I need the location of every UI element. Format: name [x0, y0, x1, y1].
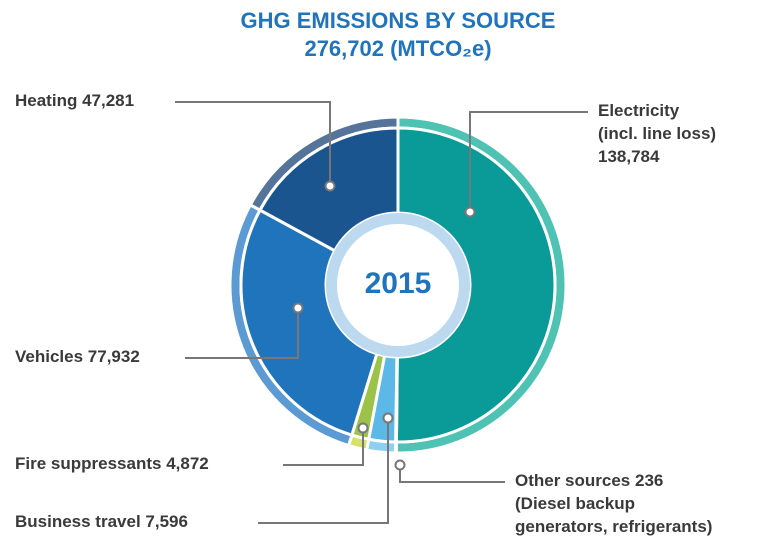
leader-dot	[382, 412, 394, 424]
category-name: Heating	[15, 91, 77, 110]
leader-line	[469, 111, 588, 212]
center-label: 2015	[365, 267, 432, 300]
value-label: 236	[635, 471, 663, 490]
leader-line	[175, 101, 331, 186]
leader-dot	[324, 180, 336, 192]
category-name: Electricity	[598, 101, 680, 120]
value-label: 47,281	[82, 91, 134, 110]
leader-dot	[464, 206, 476, 218]
value-label: 4,872	[166, 454, 209, 473]
value-label: 7,596	[145, 512, 188, 531]
category-name: Other sources	[515, 471, 630, 490]
category-name: Fire suppressants	[15, 454, 161, 473]
category-note: (Diesel backup	[515, 494, 635, 513]
leader-line	[399, 465, 505, 483]
category-note: generators, refrigerants)	[515, 517, 712, 536]
category-label: Electricity (incl. line loss) 138,784	[598, 101, 716, 166]
leader-dot	[357, 422, 369, 434]
category-label: Vehicles 77,932	[15, 347, 140, 366]
leader-line	[258, 418, 389, 524]
leader-dot	[394, 459, 406, 471]
category-note: (incl. line loss)	[598, 124, 716, 143]
value-label: 77,932	[88, 347, 140, 366]
category-label: Other sources 236 (Diesel backup generator…	[515, 471, 712, 536]
leader-line	[185, 308, 299, 359]
leader-line	[283, 428, 364, 466]
category-label: Business travel 7,596	[15, 512, 188, 531]
leader-dot	[292, 302, 304, 314]
hole	[337, 224, 459, 346]
category-name: Vehicles	[15, 347, 83, 366]
chart-subtitle: 276,702 (MTCO₂e)	[304, 36, 491, 61]
chart-title: GHG EMISSIONS BY SOURCE	[241, 8, 556, 33]
category-label: Fire suppressants 4,872	[15, 454, 209, 473]
category-name: Business travel	[15, 512, 141, 531]
value-label: 138,784	[598, 147, 660, 166]
category-label: Heating 47,281	[15, 91, 134, 110]
